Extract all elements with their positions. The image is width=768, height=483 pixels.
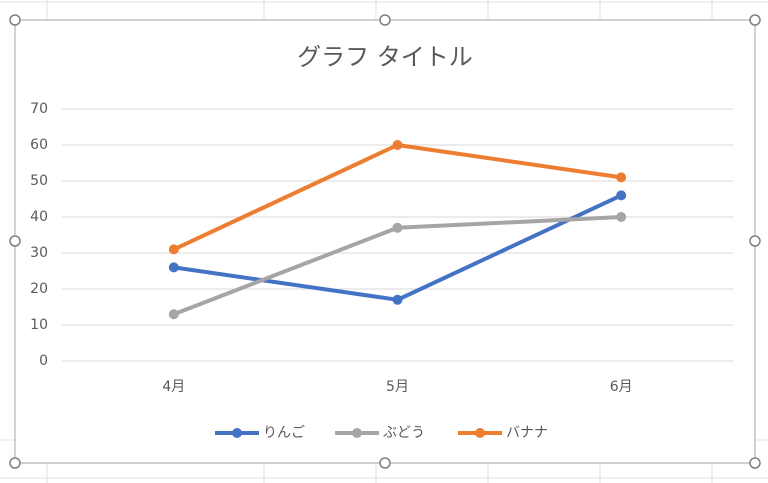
x-tick-label: 5月 xyxy=(386,379,409,395)
y-tick-label: 0 xyxy=(39,353,48,369)
legend-marker xyxy=(352,428,362,438)
legend-label: バナナ xyxy=(506,425,548,441)
selection-handles xyxy=(9,14,761,469)
data-point xyxy=(168,244,179,255)
chart-title: グラフ タイトル xyxy=(297,43,473,71)
data-point xyxy=(616,190,627,201)
legend-label: ぶどう xyxy=(383,425,425,441)
y-tick-label: 70 xyxy=(30,101,48,117)
data-point xyxy=(392,222,403,233)
chart-area[interactable] xyxy=(14,19,756,464)
y-tick-label: 30 xyxy=(30,245,48,261)
y-tick-label: 20 xyxy=(30,281,48,297)
data-point xyxy=(616,212,627,222)
legend-marker xyxy=(232,428,242,438)
data-point xyxy=(168,262,179,273)
data-point xyxy=(392,140,403,150)
data-point xyxy=(392,294,403,305)
x-tick-label: 4月 xyxy=(162,379,185,395)
y-tick-label: 40 xyxy=(30,209,48,225)
y-tick-label: 60 xyxy=(30,137,48,153)
x-tick-label: 6月 xyxy=(610,379,633,395)
data-point xyxy=(616,172,627,183)
legend-marker xyxy=(475,428,485,438)
data-point xyxy=(168,309,179,320)
y-tick-label: 10 xyxy=(30,317,48,333)
legend-label: りんご xyxy=(263,425,305,441)
y-tick-label: 50 xyxy=(30,173,48,189)
